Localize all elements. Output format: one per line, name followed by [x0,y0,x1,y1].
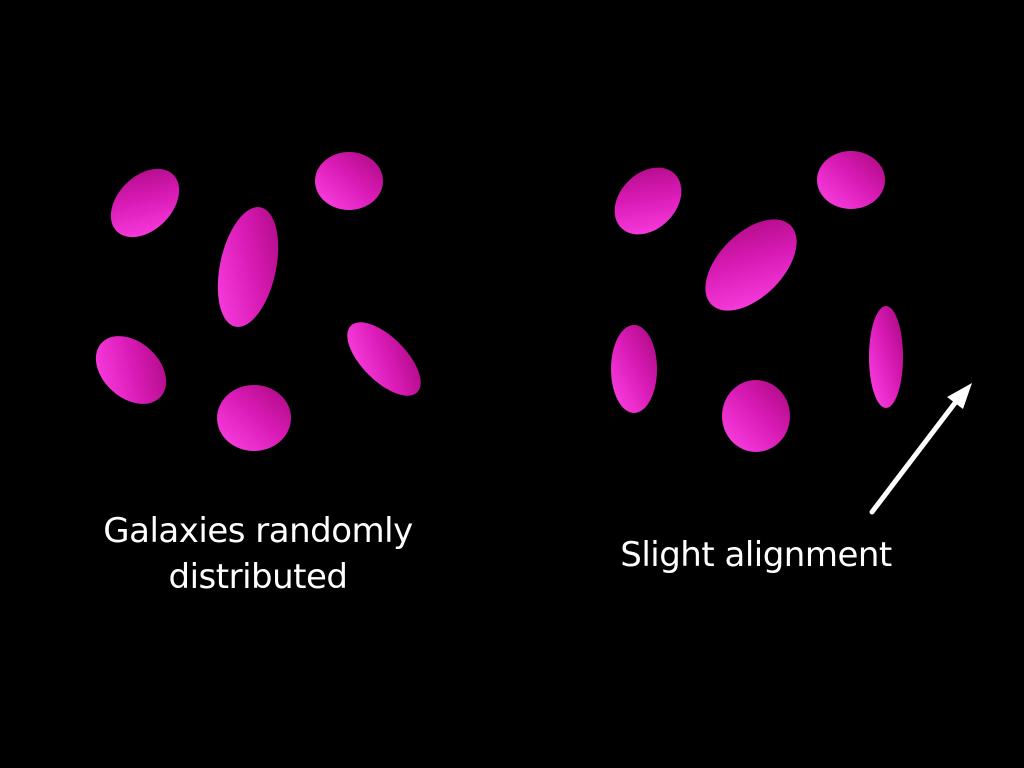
left-galaxy-group [95,152,421,451]
galaxy-ellipse [95,336,167,404]
caption-line-1: Galaxies randomly [103,511,413,551]
galaxy-ellipse [705,219,797,311]
galaxy-ellipse [722,380,790,452]
right-panel-caption: Slight alignment [620,535,892,575]
galaxy-ellipse [614,167,682,235]
left-panel-caption: Galaxies randomly distributed [58,508,458,600]
galaxy-ellipse [217,207,279,327]
galaxy-ellipse [611,325,657,413]
galaxy-ellipse [217,385,291,451]
caption-line-2: distributed [168,557,348,597]
galaxy-ellipse [347,322,421,396]
alignment-direction-arrow-icon [869,383,972,515]
galaxy-ellipse [869,306,903,408]
galaxy-ellipse [315,152,383,210]
right-galaxy-group [611,151,903,452]
galaxy-ellipse [110,168,180,238]
galaxy-ellipse [817,151,885,209]
